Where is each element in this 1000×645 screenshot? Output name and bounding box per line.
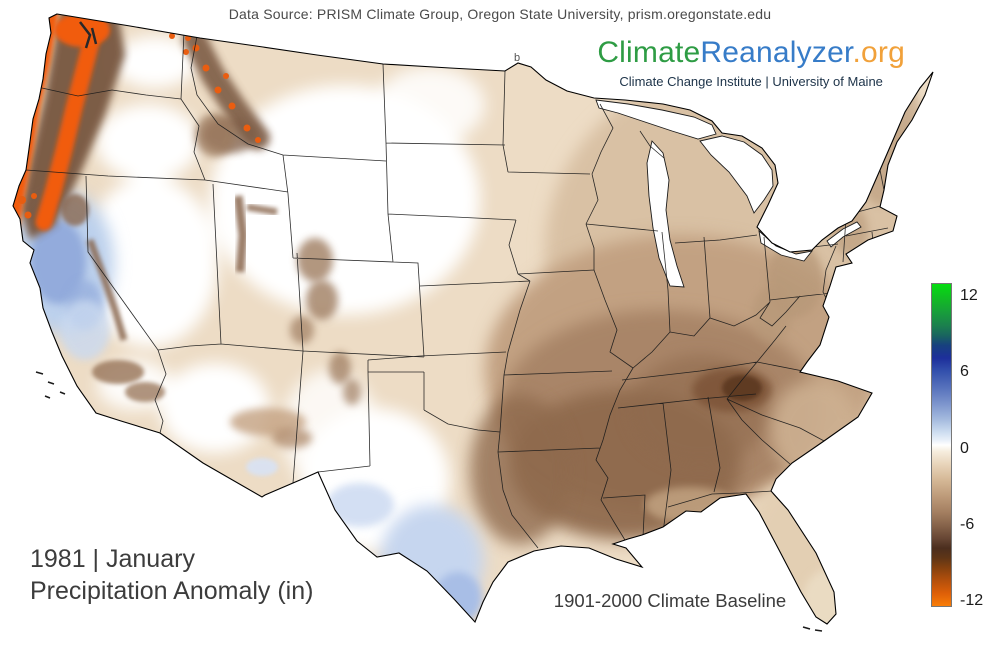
map-title-line1: 1981 | January [30, 545, 195, 573]
stray-text-artifact: b [514, 52, 521, 64]
logo-tagline: Climate Change Institute | University of… [619, 74, 883, 89]
logo-climate-text: Climate [597, 36, 701, 69]
lake-erie [758, 229, 814, 262]
logo-reanalyzer-text: Reanalyzer [700, 36, 853, 69]
extreme-negative-regions [13, 14, 361, 448]
lake-ontario [826, 221, 862, 248]
colorbar-tick-label: -12 [960, 591, 984, 609]
baseline-note: 1901-2000 Climate Baseline [553, 590, 787, 611]
colorbar-tick-label: 0 [960, 439, 969, 457]
colorbar-tick-label: 12 [960, 286, 978, 304]
anomaly-colorbar [931, 283, 952, 607]
great-lakes [595, 99, 862, 288]
site-logo-wordmark: ClimateReanalyzer.org [597, 36, 905, 69]
data-source-caption: Data Source: PRISM Climate Group, Oregon… [228, 6, 772, 22]
colorbar-tick-labels: 12 6 0 -6 -12 [960, 283, 1000, 609]
site-logo: ClimateReanalyzer.org Climate Change Ins… [597, 36, 905, 89]
lake-michigan [646, 140, 685, 288]
lake-huron [699, 135, 774, 214]
colorbar-tick-label: -6 [960, 516, 975, 534]
map-title: 1981 | January Precipitation Anomaly (in… [30, 543, 313, 607]
us-outline [12, 13, 934, 625]
map-title-line2: Precipitation Anomaly (in) [30, 577, 314, 605]
colorbar-tick-label: 6 [960, 363, 969, 381]
small-islands [35, 371, 823, 632]
logo-org-text: .org [852, 36, 905, 69]
lake-superior [595, 99, 717, 140]
